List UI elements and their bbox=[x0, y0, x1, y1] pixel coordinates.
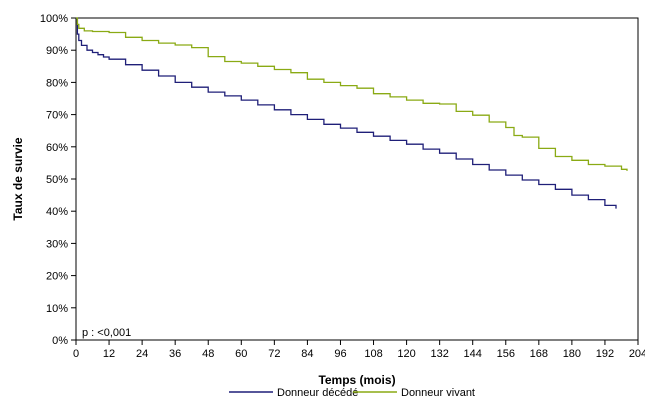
p-value-annotation: p : <0,001 bbox=[82, 327, 131, 339]
legend-label: Donneur décédé bbox=[277, 387, 358, 399]
y-tick-label: 70% bbox=[46, 110, 68, 122]
x-tick-label: 24 bbox=[136, 348, 148, 360]
x-tick-label: 156 bbox=[497, 348, 515, 360]
x-tick-label: 108 bbox=[364, 348, 382, 360]
y-tick-label: 50% bbox=[46, 174, 68, 186]
y-tick-label: 90% bbox=[46, 45, 68, 57]
x-tick-label: 48 bbox=[202, 348, 214, 360]
legend: Donneur décédé Donneur vivant bbox=[229, 387, 475, 399]
y-axis-label: Taux de survie bbox=[11, 137, 25, 220]
y-tick-label: 60% bbox=[46, 142, 68, 154]
x-axis: 0 12 24 36 48 60 72 84 96 108 120 132 144 156 168 180 19… bbox=[73, 340, 645, 360]
x-axis-label: Temps (mois) bbox=[318, 373, 395, 387]
x-tick-label: 60 bbox=[235, 348, 247, 360]
x-tick-label: 132 bbox=[430, 348, 448, 360]
x-tick-label: 36 bbox=[169, 348, 181, 360]
y-tick-label: 40% bbox=[46, 206, 68, 218]
x-tick-label: 144 bbox=[464, 348, 482, 360]
y-axis: 0% 10% 20% 30% 40% 50% 60% 70% 80% 90% 100% bbox=[40, 13, 76, 347]
survival-line-donneur-decede bbox=[76, 17, 617, 209]
survival-line-donneur-vivant bbox=[76, 17, 628, 171]
y-tick-label: 10% bbox=[46, 303, 68, 315]
series-layer bbox=[76, 17, 628, 209]
y-tick-label: 20% bbox=[46, 271, 68, 283]
x-tick-label: 204 bbox=[629, 348, 645, 360]
x-tick-label: 168 bbox=[530, 348, 548, 360]
x-tick-label: 72 bbox=[268, 348, 280, 360]
y-tick-label: 0% bbox=[52, 335, 68, 347]
y-tick-label: 30% bbox=[46, 238, 68, 250]
x-tick-label: 96 bbox=[334, 348, 346, 360]
x-tick-label: 180 bbox=[563, 348, 581, 360]
y-tick-label: 80% bbox=[46, 77, 68, 89]
legend-label: Donneur vivant bbox=[401, 387, 475, 399]
y-tick-label: 100% bbox=[40, 13, 68, 25]
x-tick-label: 120 bbox=[397, 348, 415, 360]
x-tick-label: 84 bbox=[301, 348, 313, 360]
x-tick-label: 0 bbox=[73, 348, 79, 360]
x-tick-label: 12 bbox=[103, 348, 115, 360]
x-tick-label: 192 bbox=[596, 348, 614, 360]
plot-frame bbox=[75, 17, 639, 341]
